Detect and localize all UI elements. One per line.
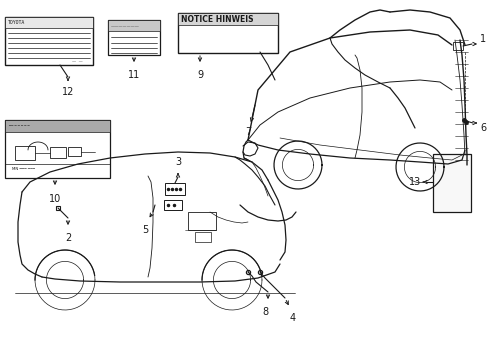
Text: 13: 13 bbox=[408, 177, 420, 187]
Text: 7: 7 bbox=[244, 127, 251, 137]
Bar bbox=[178, 13, 278, 53]
Bar bbox=[5, 17, 93, 65]
Text: 8: 8 bbox=[262, 307, 267, 317]
Text: 2: 2 bbox=[65, 233, 71, 243]
Text: ─ ─ ─ ─ ─ ─ ─: ─ ─ ─ ─ ─ ─ ─ bbox=[8, 124, 30, 128]
Text: 1: 1 bbox=[479, 34, 485, 44]
Text: 3: 3 bbox=[175, 157, 181, 167]
Bar bbox=[108, 20, 160, 55]
Bar bbox=[195, 232, 210, 242]
Bar bbox=[164, 183, 184, 195]
Text: 5: 5 bbox=[142, 225, 148, 235]
Text: TOYOTA: TOYOTA bbox=[8, 19, 25, 24]
Bar bbox=[5, 120, 110, 178]
Text: 11: 11 bbox=[128, 70, 140, 80]
Bar bbox=[5, 17, 93, 28]
Bar bbox=[187, 212, 216, 230]
Bar bbox=[5, 120, 110, 132]
Text: NOTICE HINWEIS: NOTICE HINWEIS bbox=[181, 14, 253, 23]
Bar bbox=[15, 146, 35, 160]
Bar bbox=[68, 147, 81, 156]
Text: 10: 10 bbox=[49, 194, 61, 204]
Text: MN ─── ───: MN ─── ─── bbox=[12, 167, 35, 171]
Text: 12: 12 bbox=[61, 87, 74, 97]
Bar bbox=[452, 42, 462, 50]
Text: 6: 6 bbox=[479, 123, 485, 133]
Bar bbox=[163, 200, 182, 210]
Text: 4: 4 bbox=[289, 313, 295, 323]
Text: —  —: — — bbox=[72, 59, 82, 63]
Bar bbox=[50, 147, 66, 158]
Bar bbox=[108, 20, 160, 31]
Text: ———————: ——————— bbox=[111, 24, 140, 28]
Text: 9: 9 bbox=[197, 70, 203, 80]
Bar bbox=[178, 13, 278, 25]
Bar bbox=[432, 154, 470, 212]
